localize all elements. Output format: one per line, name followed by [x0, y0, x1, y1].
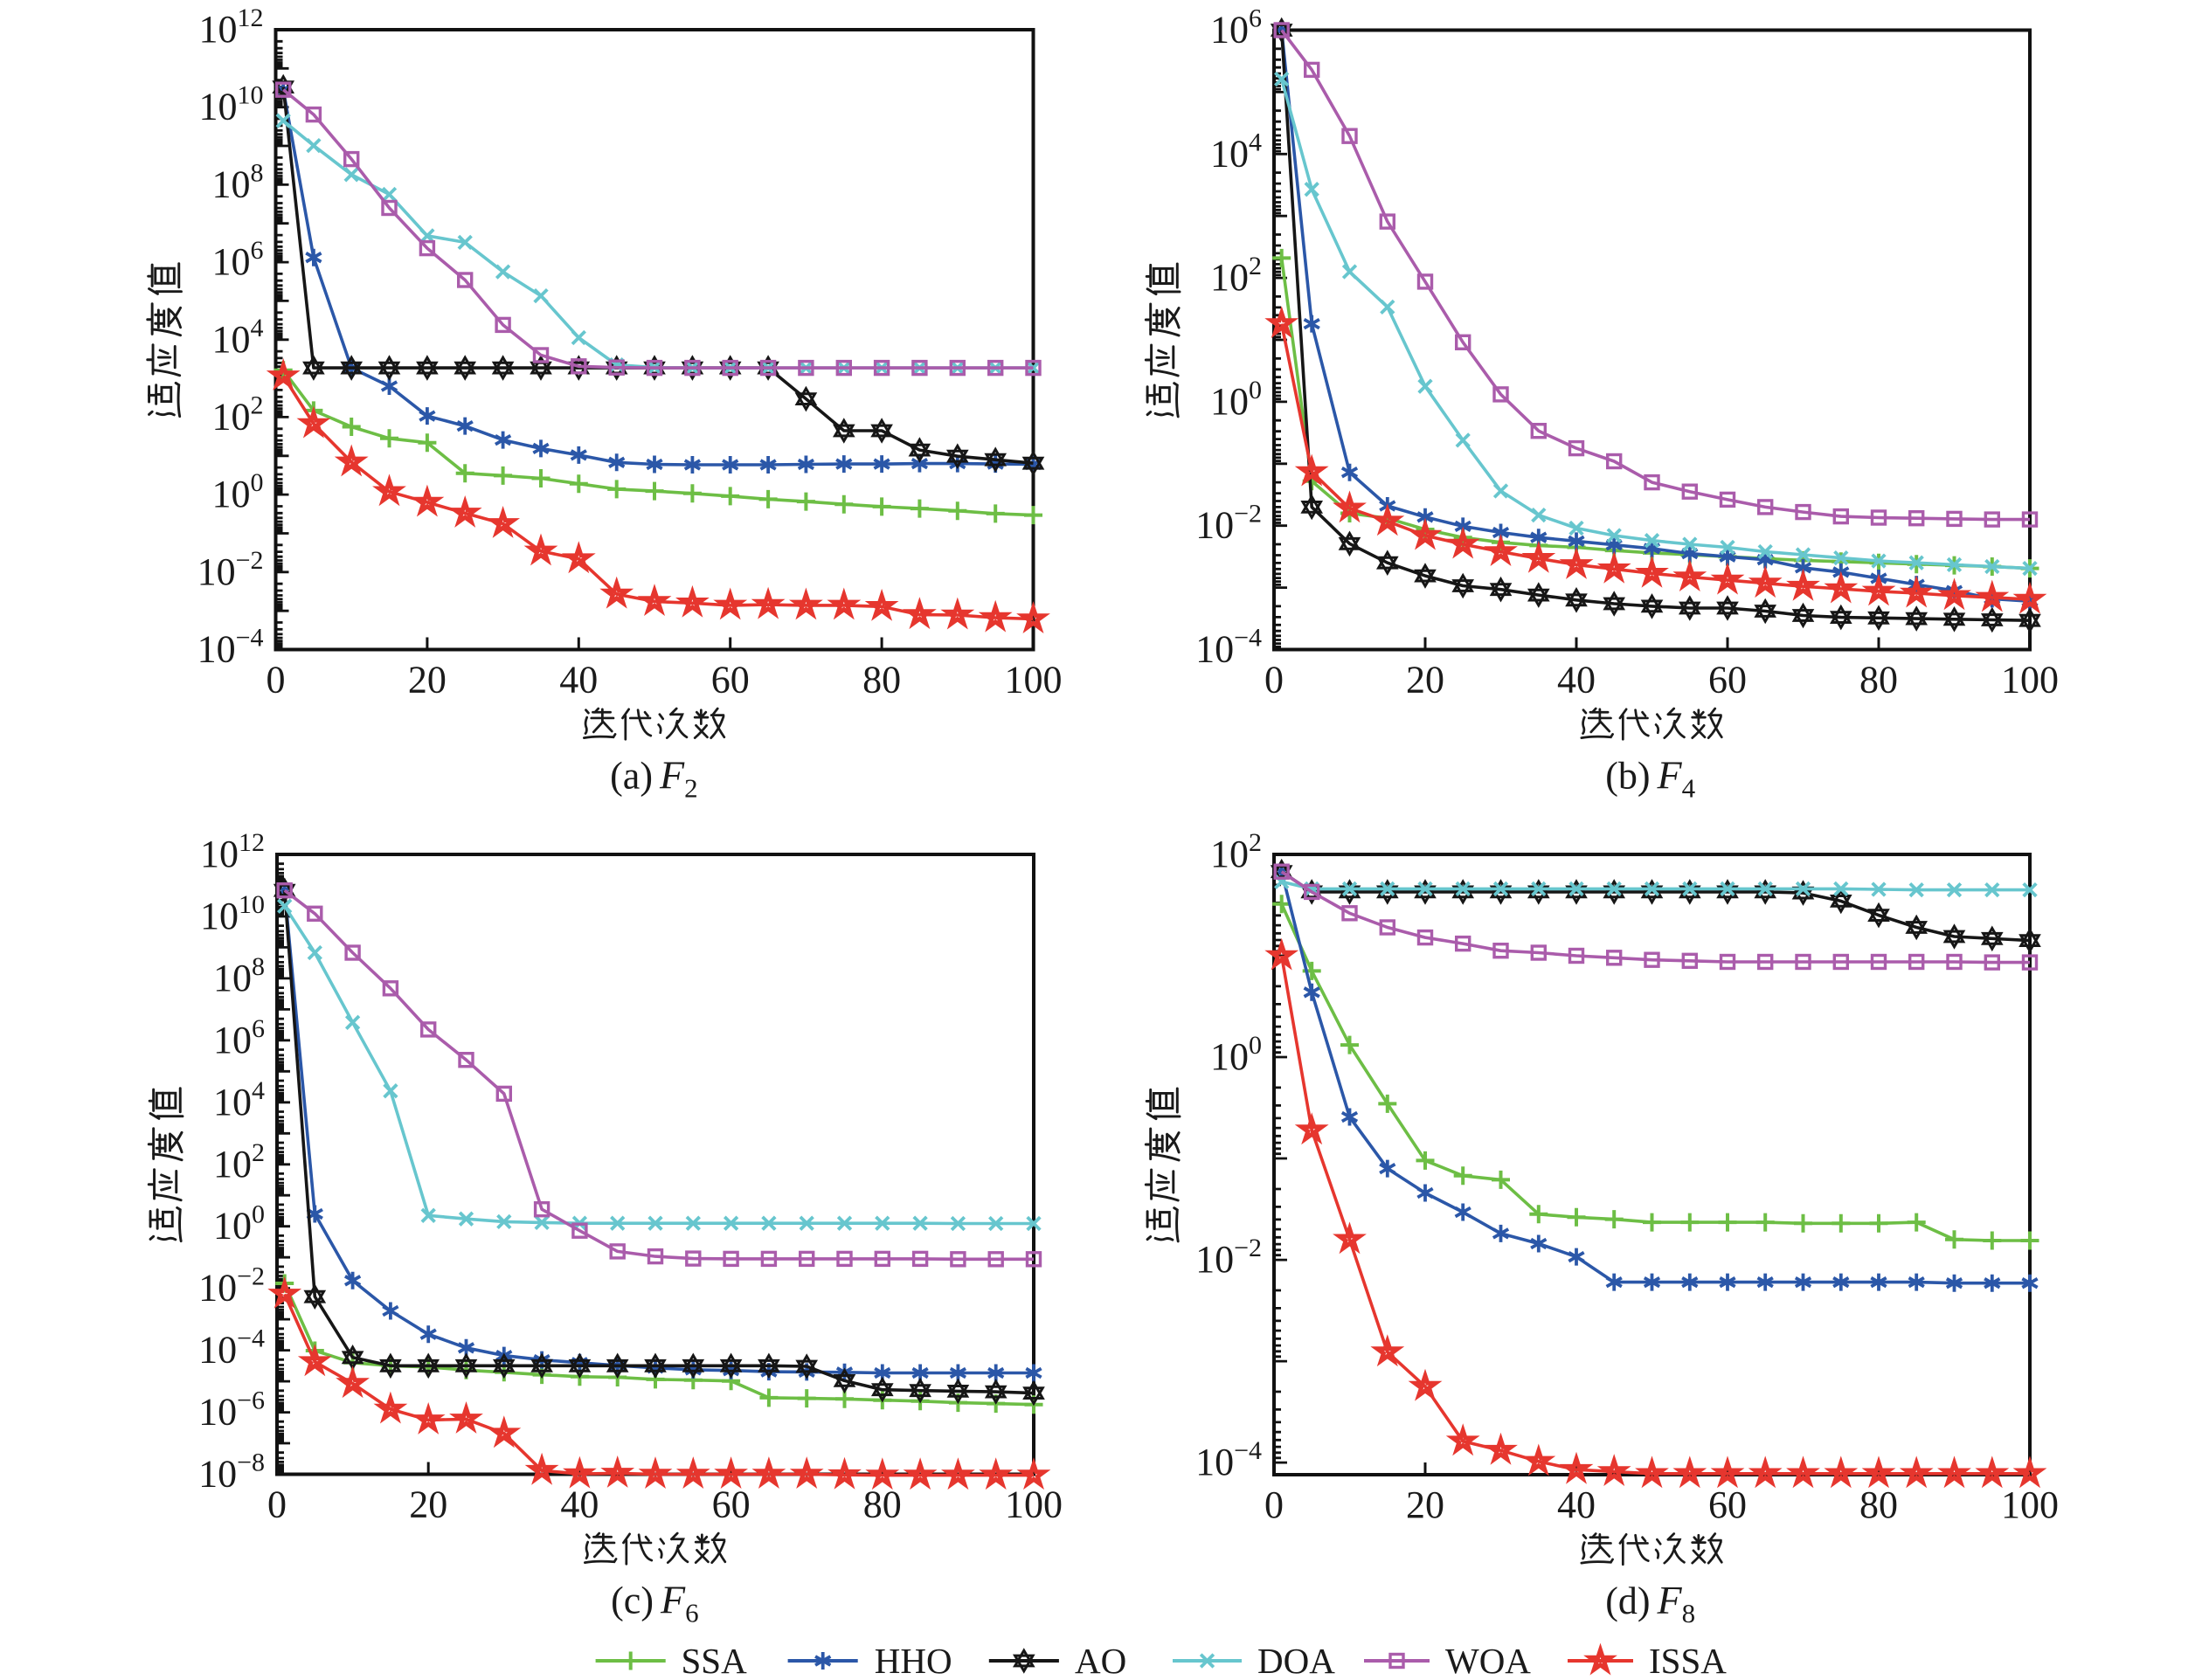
svg-text:10−2: 10−2 [1195, 500, 1262, 547]
svg-text:40: 40 [560, 1483, 599, 1526]
svg-text:0: 0 [1264, 659, 1284, 702]
svg-text:100: 100 [2001, 1483, 2059, 1526]
svg-text:10−4: 10−4 [1195, 1436, 1262, 1483]
svg-text:60: 60 [711, 659, 750, 702]
svg-text:AO: AO [1075, 1641, 1126, 1680]
svg-text:(d): (d) [1605, 1580, 1650, 1622]
svg-text:40: 40 [1557, 1483, 1596, 1526]
svg-text:20: 20 [1406, 1483, 1444, 1526]
svg-text:60: 60 [1708, 659, 1747, 702]
svg-text:10−4: 10−4 [198, 1324, 265, 1372]
svg-text:100: 100 [1005, 659, 1063, 702]
svg-text:10−6: 10−6 [198, 1386, 265, 1434]
svg-text:(a): (a) [610, 755, 653, 798]
svg-text:60: 60 [1708, 1483, 1747, 1526]
svg-text:0: 0 [267, 1483, 287, 1526]
svg-text:WOA: WOA [1445, 1641, 1531, 1680]
svg-text:20: 20 [408, 659, 447, 702]
svg-text:40: 40 [1557, 659, 1596, 702]
svg-text:20: 20 [409, 1483, 447, 1526]
svg-text:80: 80 [863, 1483, 902, 1526]
svg-text:80: 80 [862, 659, 901, 702]
svg-text:SSA: SSA [682, 1641, 748, 1680]
svg-text:DOA: DOA [1257, 1641, 1335, 1680]
svg-text:1012: 1012 [200, 828, 265, 875]
svg-text:(b): (b) [1605, 755, 1650, 798]
svg-text:40: 40 [559, 659, 598, 702]
svg-text:80: 80 [1859, 659, 1898, 702]
svg-text:20: 20 [1406, 659, 1444, 702]
svg-text:104: 104 [213, 1076, 265, 1123]
svg-text:80: 80 [1859, 1483, 1898, 1526]
svg-text:0: 0 [1264, 1483, 1284, 1526]
svg-text:10−8: 10−8 [198, 1448, 265, 1496]
svg-text:HHO: HHO [875, 1641, 952, 1680]
svg-text:100: 100 [1005, 1483, 1063, 1526]
svg-text:60: 60 [712, 1483, 751, 1526]
svg-text:ISSA: ISSA [1649, 1641, 1727, 1680]
svg-text:100: 100 [2001, 659, 2059, 702]
svg-text:(c): (c) [611, 1580, 654, 1622]
svg-text:0: 0 [267, 659, 286, 702]
svg-text:100: 100 [1210, 1031, 1262, 1078]
svg-text:104: 104 [1210, 128, 1262, 175]
